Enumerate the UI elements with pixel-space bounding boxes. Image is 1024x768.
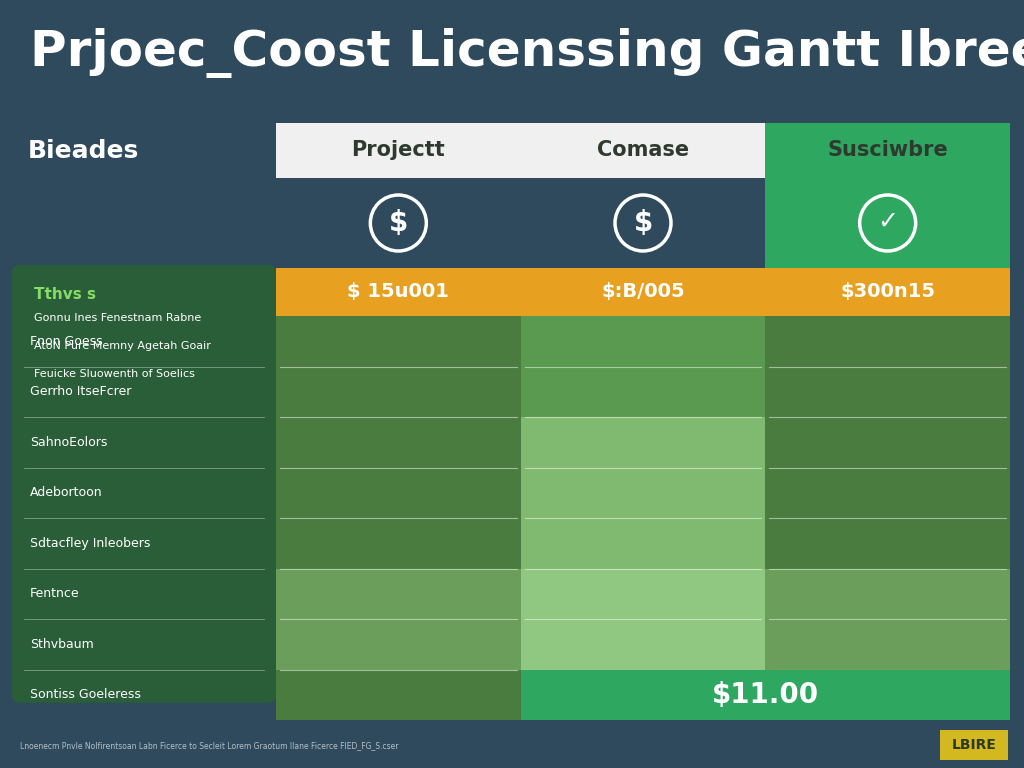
Bar bbox=[276, 268, 520, 316]
Text: Comase: Comase bbox=[597, 141, 689, 161]
Text: Prjoec_Coost Licenssing Gantt Ibree: Prjoec_Coost Licenssing Gantt Ibree bbox=[30, 28, 1024, 78]
Bar bbox=[765, 417, 1010, 468]
Bar bbox=[276, 178, 520, 268]
Bar bbox=[276, 417, 520, 468]
Bar bbox=[276, 670, 520, 720]
Text: $: $ bbox=[389, 209, 408, 237]
Text: Projectt: Projectt bbox=[351, 141, 445, 161]
Text: AtoN Pure Memny Agetah Goair: AtoN Pure Memny Agetah Goair bbox=[34, 341, 211, 351]
Text: $11.00: $11.00 bbox=[712, 680, 819, 709]
Bar bbox=[520, 670, 1010, 720]
Text: Lnoenecm Pnvle Nolfirentsoan Labn Ficerce to Secleit Lorem Graotum Ilane Ficerce: Lnoenecm Pnvle Nolfirentsoan Labn Ficerc… bbox=[20, 741, 398, 750]
Bar bbox=[276, 316, 520, 366]
Text: Sdtacfley Inleobers: Sdtacfley Inleobers bbox=[30, 537, 151, 550]
Bar bbox=[765, 316, 1010, 366]
Text: Sthvbaum: Sthvbaum bbox=[30, 637, 94, 650]
Bar bbox=[520, 417, 765, 468]
Bar bbox=[765, 619, 1010, 670]
Text: Tthvs s: Tthvs s bbox=[34, 287, 96, 302]
FancyBboxPatch shape bbox=[12, 265, 276, 703]
Bar bbox=[765, 518, 1010, 568]
Text: ✓: ✓ bbox=[878, 210, 898, 234]
Text: SahnoEolors: SahnoEolors bbox=[30, 435, 108, 449]
Bar bbox=[276, 123, 520, 178]
Bar bbox=[765, 568, 1010, 619]
Text: Gonnu Ines Fenestnam Rabne: Gonnu Ines Fenestnam Rabne bbox=[34, 313, 202, 323]
Bar bbox=[520, 468, 765, 518]
Bar bbox=[765, 468, 1010, 518]
Text: $: $ bbox=[634, 209, 652, 237]
Text: $300n15: $300n15 bbox=[840, 283, 935, 302]
Text: Feuicke Sluowenth of Soelics: Feuicke Sluowenth of Soelics bbox=[34, 369, 195, 379]
Bar bbox=[520, 568, 765, 619]
Bar bbox=[520, 178, 765, 268]
Bar bbox=[276, 518, 520, 568]
Bar bbox=[520, 316, 765, 366]
Text: Sontiss Goeleress: Sontiss Goeleress bbox=[30, 688, 141, 701]
Bar bbox=[276, 619, 520, 670]
Bar bbox=[520, 670, 765, 720]
Text: $ 15u001: $ 15u001 bbox=[347, 283, 450, 302]
Bar bbox=[520, 619, 765, 670]
Text: $:B/005: $:B/005 bbox=[601, 283, 685, 302]
Bar bbox=[765, 268, 1010, 316]
Bar bbox=[276, 568, 520, 619]
Text: Bieades: Bieades bbox=[28, 138, 139, 163]
Bar bbox=[520, 123, 765, 178]
Bar bbox=[765, 670, 1010, 720]
Text: Fentnce: Fentnce bbox=[30, 588, 80, 601]
Bar bbox=[765, 123, 1010, 178]
Bar bbox=[520, 366, 765, 417]
Bar bbox=[940, 730, 1008, 760]
Text: Gerrho ItseFcrer: Gerrho ItseFcrer bbox=[30, 386, 131, 399]
Text: Susciwbre: Susciwbre bbox=[827, 141, 948, 161]
Text: Adebortoon: Adebortoon bbox=[30, 486, 102, 499]
Bar bbox=[520, 268, 765, 316]
Text: LBIRE: LBIRE bbox=[951, 738, 996, 752]
Bar bbox=[276, 468, 520, 518]
Text: Fnon Goess: Fnon Goess bbox=[30, 335, 102, 348]
Bar bbox=[520, 518, 765, 568]
Bar bbox=[765, 366, 1010, 417]
Bar bbox=[765, 178, 1010, 268]
Bar bbox=[276, 366, 520, 417]
